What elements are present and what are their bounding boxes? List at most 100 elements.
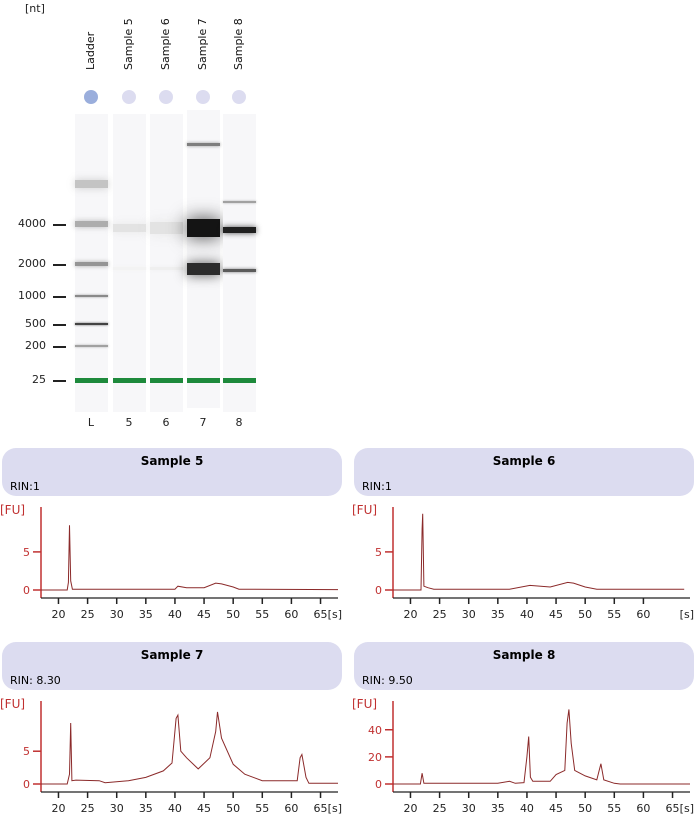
x-tick-label: 50 [578,608,592,621]
y-tick-label: 0 [23,584,30,597]
size-label-200: 200 [25,339,46,352]
y-tick-label: 20 [368,751,382,764]
sample-title: Sample 8 [492,648,556,662]
sample-title: Sample 6 [492,454,556,468]
x-tick-label: 50 [226,608,240,621]
y-tick-label: 5 [375,546,382,559]
trace-line [41,525,339,591]
trace-line [393,513,685,591]
y-axis-label: [FU] [0,697,25,711]
x-axis-label: [s] [328,608,342,621]
lane-number: 5 [125,416,133,429]
rin-value: RIN: 9.50 [362,674,413,687]
well-dot [232,90,246,104]
gel-unit-label: [nt] [25,2,45,15]
size-tick [53,346,66,348]
gel-band [75,345,108,347]
gel-band [75,295,108,297]
size-label-1000: 1000 [18,289,46,302]
x-tick-label: 40 [520,608,534,621]
gel-band [75,262,108,266]
sample-header: Sample 8 RIN: 9.50 [354,642,694,690]
rin-value: RIN: 8.30 [10,674,61,687]
size-label-500: 500 [25,317,46,330]
electropherogram: [FU] 0 20 40 20 25 30 35 40 45 50 55 60 65 [s] [352,697,694,815]
x-tick-label: 25 [433,608,447,621]
x-tick-label: 60 [636,608,650,621]
gel-band [223,268,256,272]
electropherogram: [FU] 0 5 20 25 30 35 40 45 50 55 60 [s] [352,503,694,621]
x-tick-label: 35 [491,608,505,621]
x-tick-label: 35 [491,802,505,815]
x-tick-label: 30 [462,608,476,621]
x-tick-label: 65 [314,608,328,621]
x-tick-label: 45 [549,608,563,621]
x-tick-label: 45 [549,802,563,815]
x-tick-label: 60 [636,802,650,815]
x-tick-label: 40 [168,608,182,621]
gel-band [187,219,220,238]
x-tick-label: 25 [81,802,95,815]
lane-number: 8 [235,416,243,429]
sample-title: Sample 7 [140,648,204,662]
y-tick-label: 40 [368,724,382,737]
lane-header: Sample 5 [122,18,135,70]
x-tick-label: 20 [403,608,417,621]
gel-band [113,267,146,271]
lane-number: 6 [162,416,170,429]
x-tick-label: 30 [110,802,124,815]
x-tick-label: 55 [255,608,269,621]
gel-lane [75,114,108,412]
marker-band [113,378,146,383]
y-axis-label: [FU] [352,697,377,711]
x-tick-label: 30 [110,608,124,621]
well-dot [122,90,136,104]
x-tick-label: 45 [197,608,211,621]
size-tick [53,224,66,226]
lane-number: 7 [199,416,207,429]
gel-band [150,267,183,271]
gel-band [187,262,220,275]
gel-band [223,200,256,203]
trace-line [41,711,338,785]
y-tick-label: 5 [23,745,30,758]
x-tick-label: 65 [314,802,328,815]
size-tick [53,264,66,266]
trace-line [393,709,690,785]
x-tick-label: 30 [462,802,476,815]
sample-header: Sample 5 RIN:1 [2,448,342,496]
y-tick-label: 5 [23,546,30,559]
rin-value: RIN:1 [10,480,40,493]
marker-band [223,378,256,383]
x-tick-label: 20 [51,802,65,815]
size-label-2000: 2000 [18,257,46,270]
x-tick-label: 65 [666,802,680,815]
x-tick-label: 55 [607,802,621,815]
y-tick-label: 0 [375,778,382,791]
size-tick [53,296,66,298]
size-tick [53,324,66,326]
x-tick-label: 20 [403,802,417,815]
gel-band [150,222,183,235]
size-label-25: 25 [32,373,46,386]
x-tick-label: 20 [51,608,65,621]
x-tick-label: 50 [226,802,240,815]
gel-band [113,224,146,233]
x-tick-label: 40 [168,802,182,815]
x-tick-label: 45 [197,802,211,815]
lane-header: Ladder [84,31,97,70]
marker-band [75,378,108,383]
gel-band [75,221,108,227]
gel-lane [113,114,146,412]
x-axis-label: [s] [328,802,342,815]
y-tick-label: 0 [375,584,382,597]
lane-header: Sample 6 [159,18,172,70]
x-tick-label: 55 [255,802,269,815]
gel-lane [150,114,183,412]
x-tick-label: 25 [81,608,95,621]
y-axis-label: [FU] [0,503,25,517]
gel-band [223,227,256,234]
y-tick-label: 0 [23,778,30,791]
gel-lane [223,114,256,412]
x-axis-label: [s] [680,608,694,621]
